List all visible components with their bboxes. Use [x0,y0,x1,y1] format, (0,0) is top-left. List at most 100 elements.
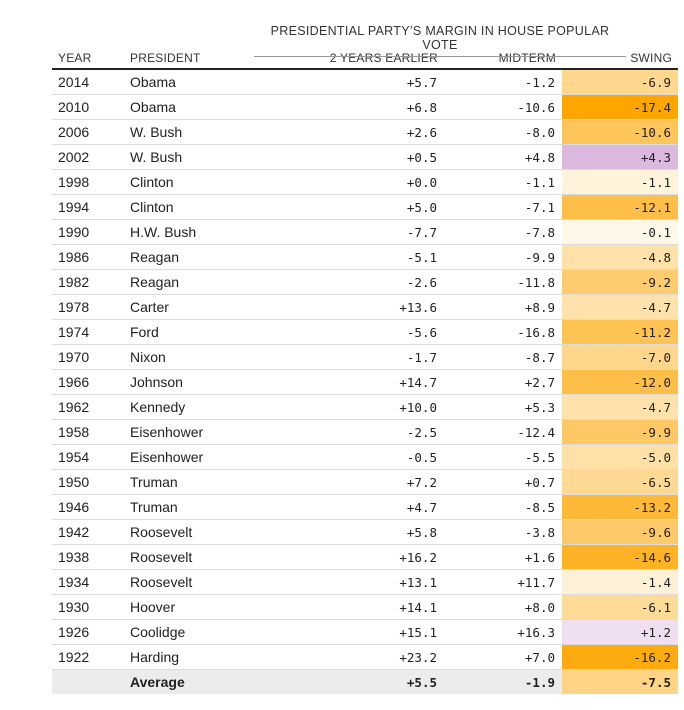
two-years-earlier-cell: +5.8 [254,519,444,545]
two-years-earlier-cell: -2.5 [254,419,444,445]
year-cell: 1926 [52,619,124,645]
president-cell: Average [124,669,254,694]
swing-cell: -16.2 [562,644,678,670]
swing-cell: -9.6 [562,519,678,545]
midterm-cell: -12.4 [444,419,562,445]
year-cell: 1930 [52,594,124,620]
midterm-cell: -1.9 [444,669,562,694]
two-years-earlier-cell: +13.6 [254,294,444,320]
swing-cell: -14.6 [562,544,678,570]
year-cell [52,669,124,694]
president-cell: W. Bush [124,144,254,170]
header-president: PRESIDENT [124,48,254,70]
midterm-cell: +8.0 [444,594,562,620]
year-cell: 1986 [52,244,124,270]
midterm-cell: -1.1 [444,169,562,195]
table-row: 1986 Reagan -5.1 -9.9 -4.8 [52,244,678,270]
table-row: 1934 Roosevelt +13.1 +11.7 -1.4 [52,569,678,595]
two-years-earlier-cell: -7.7 [254,219,444,245]
two-years-earlier-cell: +5.7 [254,69,444,95]
midterm-cell: +0.7 [444,469,562,495]
president-cell: Kennedy [124,394,254,420]
year-cell: 1994 [52,194,124,220]
table-row: 1958 Eisenhower -2.5 -12.4 -9.9 [52,419,678,445]
two-years-earlier-cell: +10.0 [254,394,444,420]
two-years-earlier-cell: -5.6 [254,319,444,345]
table-row: 1930 Hoover +14.1 +8.0 -6.1 [52,594,678,620]
swing-cell: -9.2 [562,269,678,295]
swing-cell: -0.1 [562,219,678,245]
two-years-earlier-cell: -5.1 [254,244,444,270]
super-header-label: PRESIDENTIAL PARTY’S MARGIN IN HOUSE POP… [254,24,626,57]
year-cell: 1970 [52,344,124,370]
year-cell: 1962 [52,394,124,420]
president-cell: H.W. Bush [124,219,254,245]
table-row: 1954 Eisenhower -0.5 -5.5 -5.0 [52,444,678,470]
midterm-cell: +11.7 [444,569,562,595]
swing-cell: -1.4 [562,569,678,595]
table-row: 2010 Obama +6.8 -10.6 -17.4 [52,94,678,120]
midterm-cell: +5.3 [444,394,562,420]
president-cell: Clinton [124,169,254,195]
table-row: 2002 W. Bush +0.5 +4.8 +4.3 [52,144,678,170]
swing-cell: -12.0 [562,369,678,395]
president-cell: Harding [124,644,254,670]
swing-cell: -6.1 [562,594,678,620]
midterm-cell: -8.7 [444,344,562,370]
president-cell: Hoover [124,594,254,620]
swing-table: YEAR PRESIDENT 2 YEARS EARLIER MIDTERM S… [52,48,678,694]
swing-cell: -1.1 [562,169,678,195]
swing-cell: +1.2 [562,619,678,645]
two-years-earlier-cell: +4.7 [254,494,444,520]
year-cell: 1946 [52,494,124,520]
year-cell: 1934 [52,569,124,595]
swing-cell: -11.2 [562,319,678,345]
table-row: 1942 Roosevelt +5.8 -3.8 -9.6 [52,519,678,545]
president-cell: Ford [124,319,254,345]
year-cell: 1978 [52,294,124,320]
midterm-cell: -1.2 [444,69,562,95]
year-cell: 2002 [52,144,124,170]
midterm-cell: -7.8 [444,219,562,245]
header-two-years-earlier: 2 YEARS EARLIER [254,48,444,70]
two-years-earlier-cell: +14.7 [254,369,444,395]
year-cell: 1938 [52,544,124,570]
president-cell: Eisenhower [124,444,254,470]
president-cell: Clinton [124,194,254,220]
swing-cell: -13.2 [562,494,678,520]
swing-cell: -5.0 [562,444,678,470]
year-cell: 1942 [52,519,124,545]
table-row: 1966 Johnson +14.7 +2.7 -12.0 [52,369,678,395]
table-row: 2014 Obama +5.7 -1.2 -6.9 [52,69,678,95]
table-row: 1990 H.W. Bush -7.7 -7.8 -0.1 [52,219,678,245]
midterm-cell: -11.8 [444,269,562,295]
two-years-earlier-cell: +5.0 [254,194,444,220]
year-cell: 2010 [52,94,124,120]
year-cell: 1998 [52,169,124,195]
swing-cell: -12.1 [562,194,678,220]
president-cell: Nixon [124,344,254,370]
table-row: 1922 Harding +23.2 +7.0 -16.2 [52,644,678,670]
swing-cell: -7.5 [562,669,678,694]
year-cell: 2006 [52,119,124,145]
table-row: 1978 Carter +13.6 +8.9 -4.7 [52,294,678,320]
super-header: PRESIDENTIAL PARTY’S MARGIN IN HOUSE POP… [52,24,626,57]
table-row: 1950 Truman +7.2 +0.7 -6.5 [52,469,678,495]
table-row: 1982 Reagan -2.6 -11.8 -9.2 [52,269,678,295]
midterm-cell: +2.7 [444,369,562,395]
two-years-earlier-cell: +0.5 [254,144,444,170]
swing-cell: -17.4 [562,94,678,120]
year-cell: 1950 [52,469,124,495]
midterm-cell: +16.3 [444,619,562,645]
midterm-cell: +7.0 [444,644,562,670]
president-cell: Roosevelt [124,544,254,570]
table-row: 1970 Nixon -1.7 -8.7 -7.0 [52,344,678,370]
swing-cell: -6.5 [562,469,678,495]
header-swing: SWING [562,48,678,70]
midterm-cell: -16.8 [444,319,562,345]
year-cell: 2014 [52,69,124,95]
president-cell: Coolidge [124,619,254,645]
table-row: 2006 W. Bush +2.6 -8.0 -10.6 [52,119,678,145]
swing-cell: -9.9 [562,419,678,445]
president-cell: Reagan [124,269,254,295]
